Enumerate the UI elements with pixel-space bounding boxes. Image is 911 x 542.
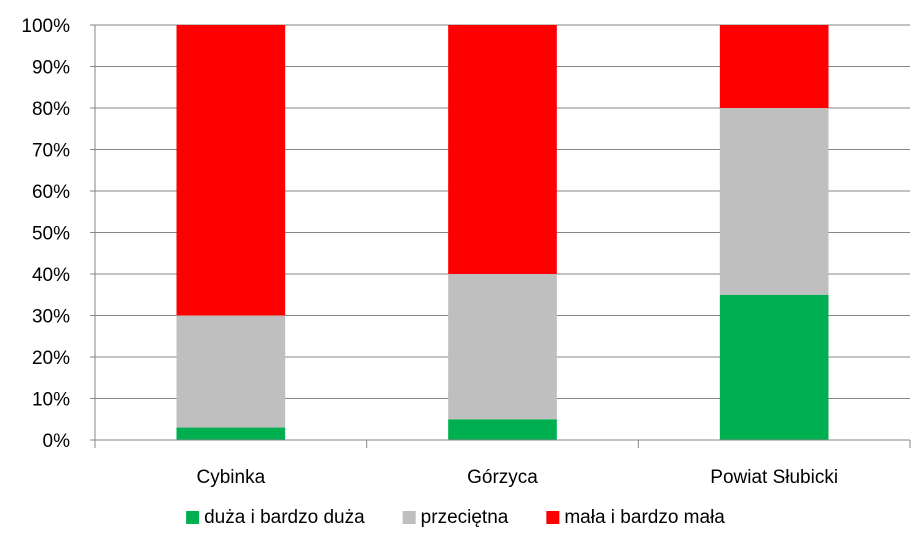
bar-segment (719, 108, 829, 295)
legend-swatch (546, 511, 560, 524)
bar-segment (176, 315, 286, 428)
y-tick-label: 100% (21, 16, 70, 37)
y-tick-label: 90% (32, 58, 70, 79)
bar-segment (719, 25, 829, 108)
x-tick-label: Górzyca (467, 467, 538, 488)
y-tick-label: 70% (32, 141, 70, 162)
legend-item: przeciętna (402, 507, 509, 528)
bar-segment (176, 25, 286, 316)
legend-swatch (186, 511, 200, 524)
y-axis-ticks: 0% 10% 20% 30% 40% 50% 60% 70% 80% 90% 100% (21, 16, 70, 452)
legend-label: przeciętna (421, 507, 509, 528)
legend-swatch (402, 511, 416, 524)
axes (90, 24, 911, 448)
x-tick-label: Cybinka (197, 467, 266, 488)
bar-segment (448, 419, 557, 440)
bar-segment (176, 427, 286, 440)
y-tick-label: 20% (32, 348, 70, 369)
y-tick-label: 60% (32, 182, 70, 203)
legend: duża i bardzo duża przeciętna mała i bardz… (186, 507, 725, 528)
bar-segment (719, 294, 829, 440)
y-tick-label: 50% (32, 224, 70, 245)
legend-label: duża i bardzo duża (204, 507, 365, 528)
y-tick-label: 0% (43, 431, 71, 452)
y-tick-label: 10% (32, 390, 70, 411)
bars (176, 25, 829, 440)
x-tick-label: Powiat Słubicki (710, 467, 838, 488)
y-tick-label: 40% (32, 265, 70, 286)
bar-segment (448, 274, 557, 420)
bar-segment (448, 25, 557, 274)
x-axis-ticks: Cybinka Górzyca Powiat Słubicki (197, 467, 839, 488)
y-tick-label: 30% (32, 307, 70, 328)
legend-label: mała i bardzo mała (564, 507, 725, 528)
y-tick-label: 80% (32, 99, 70, 120)
legend-item: duża i bardzo duża (186, 507, 365, 528)
legend-item: mała i bardzo mała (546, 507, 725, 528)
